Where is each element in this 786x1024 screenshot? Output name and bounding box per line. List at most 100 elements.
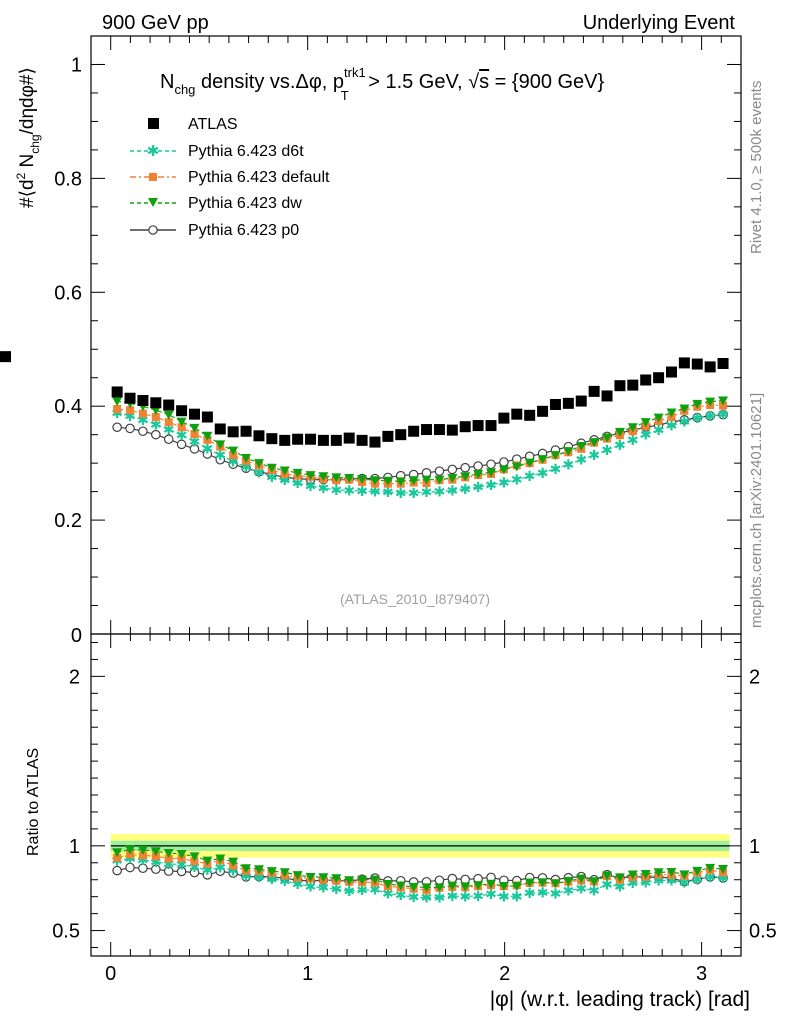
point-p0 (151, 429, 161, 440)
point-dw (279, 466, 290, 476)
main-y-tick-label: 0.6 (54, 282, 82, 304)
point-dw (266, 463, 277, 473)
point-d6t: ✱ (524, 468, 536, 484)
header-left-label: 900 GeV pp (102, 12, 209, 34)
point-d6t: ✱ (356, 483, 368, 499)
ratio-point-p0 (138, 863, 148, 874)
ratio-point-dw (434, 883, 445, 893)
point-default (126, 406, 135, 415)
point-atlas (562, 397, 574, 409)
ratio-point-dw (589, 877, 600, 887)
point-d6t: ✱ (214, 447, 226, 463)
point-d6t: ✱ (562, 456, 574, 472)
ratio-point-d6t: ✱ (137, 852, 149, 868)
ratio-y-tick-label: 1 (69, 836, 80, 858)
legend-label-atlas: ATLAS (188, 116, 238, 133)
point-atlas (446, 424, 458, 436)
main-y-tick-label: 1 (71, 54, 82, 76)
ratio-point-dw (266, 867, 277, 877)
point-atlas (472, 420, 484, 432)
ratio-point-dw (331, 874, 342, 884)
point-d6t: ✱ (124, 408, 136, 424)
ratio-point-default (164, 854, 173, 863)
legend: ATLAS ✱ Pythia 6.423 d6t Pythia 6.423 de… (130, 116, 330, 239)
point-dw (614, 427, 625, 437)
point-atlas (717, 357, 729, 369)
ratio-point-dw (524, 878, 535, 888)
point-d6t: ✱ (434, 484, 446, 500)
ratio-point-dw (550, 879, 561, 889)
ratio-point-d6t: ✱ (279, 873, 291, 889)
ratio-point-d6t: ✱ (679, 874, 691, 890)
ratio-point-d6t: ✱ (434, 889, 446, 905)
ratio-point-d6t: ✱ (550, 885, 562, 901)
point-dw (421, 475, 432, 485)
point-dw (189, 423, 200, 433)
point-dw (382, 476, 393, 486)
point-p0 (125, 423, 135, 434)
point-d6t: ✱ (369, 484, 381, 500)
point-p0 (460, 462, 471, 473)
ratio-point-dw (112, 848, 123, 858)
point-atlas (150, 397, 162, 409)
ratio-point-d6t: ✱ (562, 883, 574, 899)
point-dw (550, 451, 561, 461)
ratio-point-d6t: ✱ (614, 878, 626, 894)
main-y-tick-label-zero: 0 (71, 625, 82, 647)
ratio-point-dw (228, 857, 239, 867)
ratio-point-d6t: ✱ (176, 856, 188, 872)
ratio-point-dw (460, 882, 471, 892)
point-d6t: ✱ (717, 407, 729, 423)
point-atlas (0, 351, 11, 363)
point-dw (331, 473, 342, 483)
ratio-point-p0 (176, 866, 187, 877)
point-d6t: ✱ (446, 482, 458, 498)
ratio-axes: 0.5 0.5 1 1 2 2 0 1 2 3 (52, 634, 777, 985)
point-atlas (214, 423, 226, 435)
ratio-y-tick-label-right: 2 (749, 666, 760, 688)
ratio-point-dw (279, 868, 290, 878)
ratio-point-d6t: ✱ (640, 874, 652, 890)
x-tick-label: 0 (105, 963, 116, 985)
ratio-point-dw (344, 876, 355, 886)
point-d6t: ✱ (498, 475, 510, 491)
ratio-point-dw (576, 874, 587, 884)
point-dw (666, 408, 677, 418)
ratio-point-dw (202, 856, 213, 866)
point-atlas (537, 405, 549, 417)
point-dw (486, 468, 497, 478)
point-atlas (498, 412, 510, 424)
rivet-label: Rivet 4.1.0, ≥ 500k events (748, 81, 765, 254)
point-dw (692, 399, 703, 409)
point-d6t: ✱ (575, 452, 587, 468)
point-dw (292, 468, 303, 478)
point-d6t: ✱ (305, 478, 317, 494)
point-d6t: ✱ (537, 465, 549, 481)
point-atlas (691, 358, 703, 370)
ratio-point-dw (292, 871, 303, 881)
point-atlas (678, 357, 690, 369)
ratio-point-dw (176, 849, 187, 859)
ratio-point-p0 (434, 875, 445, 886)
ratio-line-d6t (117, 857, 724, 899)
ratio-point-d6t: ✱ (421, 890, 433, 906)
point-default (138, 409, 147, 418)
point-atlas (524, 409, 536, 421)
ratio-point-p0 (151, 864, 161, 875)
point-atlas (111, 386, 123, 398)
ratio-y-tick-label: 2 (69, 666, 80, 688)
point-d6t: ✱ (240, 459, 252, 475)
point-d6t: ✱ (382, 484, 394, 500)
series-line-d6t (116, 412, 724, 494)
ratio-point-p0 (163, 866, 174, 876)
point-atlas (640, 374, 652, 386)
ratio-point-dw (627, 870, 638, 880)
point-atlas (665, 366, 677, 378)
ratio-point-d6t: ✱ (472, 888, 484, 904)
point-default (177, 423, 186, 432)
point-dw (498, 465, 509, 475)
point-atlas (201, 411, 213, 423)
point-dw (357, 475, 368, 485)
ratio-frame (90, 633, 742, 957)
